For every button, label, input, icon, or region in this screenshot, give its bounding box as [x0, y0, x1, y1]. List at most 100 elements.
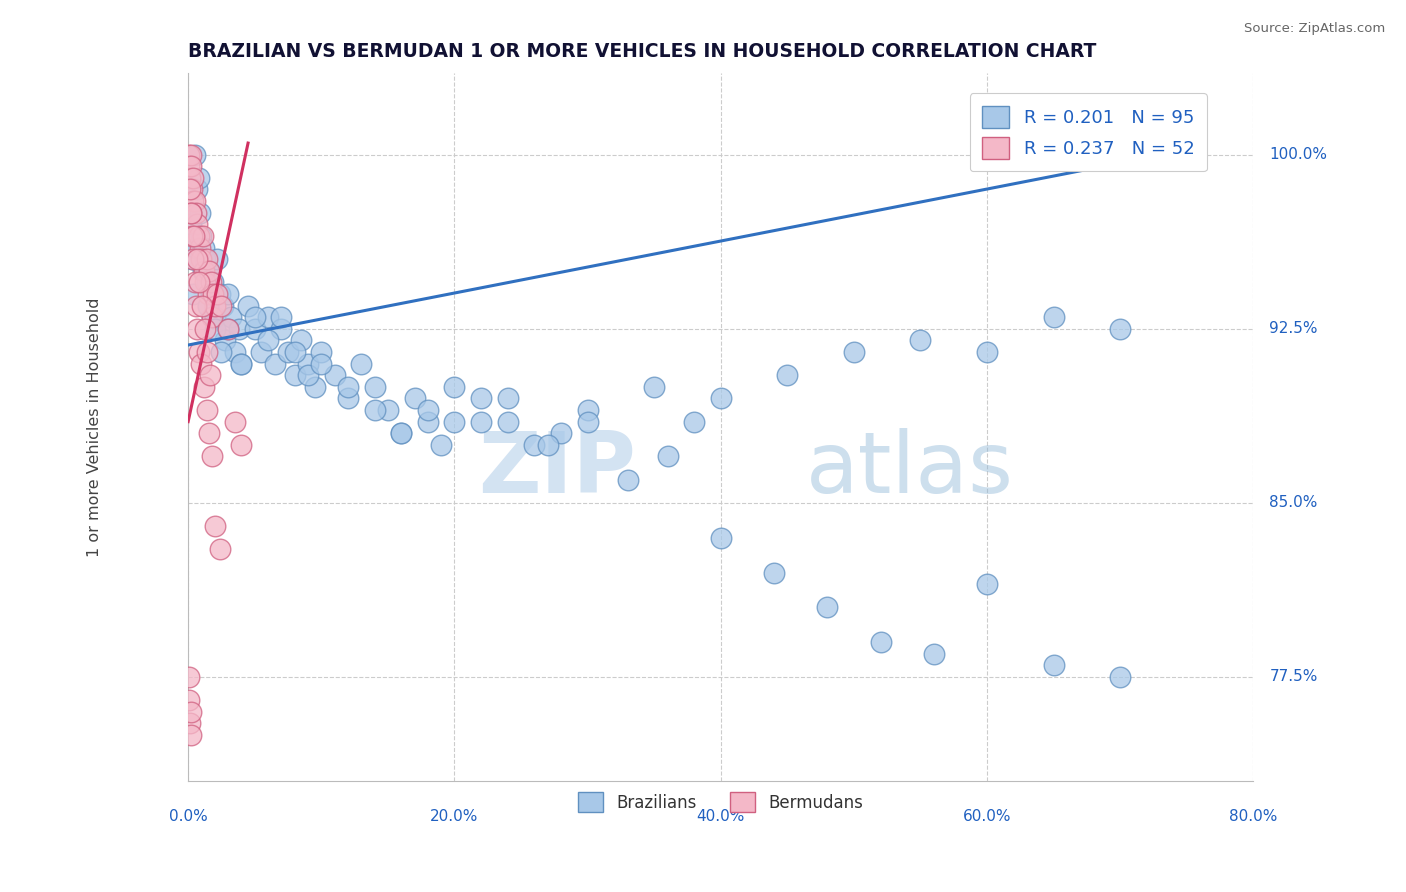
Point — [188, 205, 211, 219]
Text: 1 or more Vehicles in Household: 1 or more Vehicles in Household — [87, 298, 103, 558]
Point — [198, 426, 221, 441]
Point — [217, 322, 239, 336]
Point — [202, 276, 225, 290]
Point — [179, 182, 201, 196]
Point — [191, 228, 214, 243]
Point — [270, 322, 292, 336]
Point — [404, 392, 426, 406]
Text: 92.5%: 92.5% — [1270, 321, 1317, 336]
Point — [389, 426, 412, 441]
Point — [842, 345, 865, 359]
Point — [204, 519, 226, 533]
Point — [201, 450, 224, 464]
Point — [207, 252, 229, 267]
Text: Source: ZipAtlas.com: Source: ZipAtlas.com — [1244, 22, 1385, 36]
Point — [204, 299, 226, 313]
Point — [188, 241, 211, 255]
Point — [194, 276, 217, 290]
Point — [186, 252, 208, 267]
Point — [763, 566, 786, 580]
Point — [1109, 670, 1132, 684]
Point — [184, 276, 207, 290]
Point — [187, 345, 209, 359]
Point — [184, 147, 207, 161]
Point — [550, 426, 572, 441]
Point — [776, 368, 799, 383]
Point — [181, 194, 204, 208]
Point — [1042, 310, 1064, 325]
Text: 60.0%: 60.0% — [963, 809, 1011, 824]
Point — [231, 357, 253, 371]
Point — [336, 392, 359, 406]
Point — [209, 542, 232, 557]
Point — [214, 334, 236, 348]
Text: atlas: atlas — [806, 428, 1014, 511]
Point — [284, 368, 307, 383]
Point — [194, 252, 217, 267]
Point — [270, 310, 292, 325]
Point — [710, 392, 733, 406]
Point — [180, 705, 202, 719]
Point — [180, 159, 202, 173]
Point — [190, 228, 212, 243]
Point — [179, 693, 201, 707]
Point — [195, 276, 218, 290]
Legend: Brazilians, Bermudans: Brazilians, Bermudans — [571, 786, 870, 819]
Point — [198, 264, 221, 278]
Point — [228, 322, 250, 336]
Point — [537, 438, 560, 452]
Point — [201, 310, 224, 325]
Point — [195, 252, 218, 267]
Point — [231, 357, 253, 371]
Point — [193, 264, 215, 278]
Point — [311, 357, 333, 371]
Text: 80.0%: 80.0% — [1229, 809, 1278, 824]
Point — [523, 438, 546, 452]
Point — [186, 182, 208, 196]
Text: BRAZILIAN VS BERMUDAN 1 OR MORE VEHICLES IN HOUSEHOLD CORRELATION CHART: BRAZILIAN VS BERMUDAN 1 OR MORE VEHICLES… — [188, 42, 1097, 61]
Point — [180, 147, 202, 161]
Text: 85.0%: 85.0% — [1270, 495, 1317, 510]
Point — [290, 334, 312, 348]
Point — [186, 217, 208, 231]
Point — [194, 322, 217, 336]
Point — [311, 345, 333, 359]
Point — [363, 380, 385, 394]
Point — [224, 345, 246, 359]
Point — [683, 415, 706, 429]
Point — [389, 426, 412, 441]
Point — [186, 322, 208, 336]
Point — [204, 322, 226, 336]
Point — [815, 600, 838, 615]
Point — [190, 357, 212, 371]
Point — [277, 345, 299, 359]
Point — [197, 299, 219, 313]
Point — [190, 252, 212, 267]
Point — [180, 217, 202, 231]
Point — [217, 322, 239, 336]
Point — [323, 368, 346, 383]
Point — [198, 264, 221, 278]
Point — [177, 147, 200, 161]
Text: 77.5%: 77.5% — [1270, 670, 1317, 684]
Point — [181, 252, 204, 267]
Point — [430, 438, 453, 452]
Point — [180, 205, 202, 219]
Point — [1109, 322, 1132, 336]
Point — [197, 345, 219, 359]
Text: 0.0%: 0.0% — [169, 809, 208, 824]
Point — [179, 716, 201, 731]
Point — [209, 299, 232, 313]
Point — [207, 287, 229, 301]
Point — [363, 403, 385, 417]
Point — [263, 357, 285, 371]
Point — [1042, 658, 1064, 673]
Point — [910, 334, 932, 348]
Point — [177, 670, 200, 684]
Point — [1175, 147, 1198, 161]
Point — [243, 322, 266, 336]
Point — [657, 450, 679, 464]
Point — [184, 205, 207, 219]
Point — [257, 310, 280, 325]
Point — [643, 380, 665, 394]
